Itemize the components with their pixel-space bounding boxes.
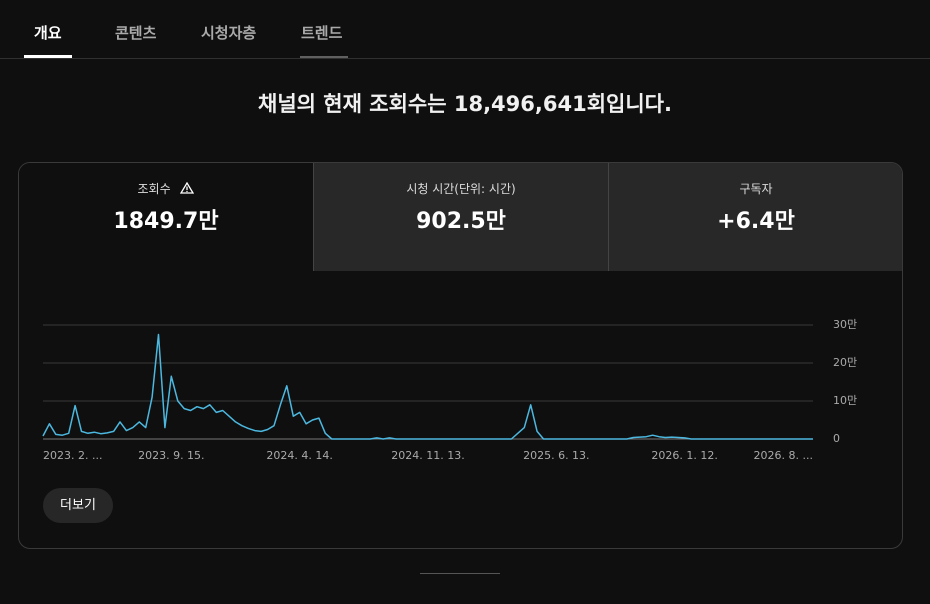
x-tick-label: 2026. 8. ... bbox=[754, 449, 813, 462]
stat-label: 조회수 bbox=[137, 182, 171, 196]
y-tick-label: 30만 bbox=[833, 318, 857, 331]
tab[interactable]: 트렌드 bbox=[301, 24, 343, 42]
stat-label: 시청 시간(단위: 시간) bbox=[406, 182, 516, 196]
chart: 0 10만 20만 30만 2023. 2. ... 2023. 9. 15. 2024. … bbox=[42, 318, 857, 462]
stat-tab[interactable]: 조회수 1849.7만 bbox=[19, 163, 313, 271]
divider bbox=[0, 58, 930, 59]
tab-underline bbox=[300, 56, 348, 58]
x-tick-label: 2024. 4. 14. bbox=[266, 449, 332, 462]
data-line bbox=[42, 333, 813, 440]
stat-label: 구독자 bbox=[739, 182, 773, 196]
warning-icon bbox=[180, 181, 195, 194]
stat-tab[interactable]: 시청 시간(단위: 시간) 902.5만 bbox=[313, 163, 608, 271]
analytics-card: 조회수 1849.7만 시청 시간(단위: 시간) 902.5만 구독자 +6.… bbox=[18, 162, 903, 549]
x-tick-label: 2023. 9. 15. bbox=[138, 449, 204, 462]
stat-value: +6.4만 bbox=[717, 209, 795, 234]
tab[interactable]: 콘텐츠 bbox=[115, 24, 157, 42]
y-tick-label: 0 bbox=[833, 432, 840, 445]
x-tick-label: 2024. 11. 13. bbox=[391, 449, 464, 462]
stat-value: 902.5만 bbox=[416, 209, 506, 234]
more-button[interactable]: 더보기 bbox=[43, 488, 113, 523]
tab[interactable]: 시청자층 bbox=[201, 24, 257, 42]
x-tick-label: 2023. 2. ... bbox=[43, 449, 102, 462]
tab-underline bbox=[24, 55, 72, 58]
tab[interactable]: 개요 bbox=[34, 24, 62, 42]
stat-value: 1849.7만 bbox=[113, 209, 219, 234]
y-tick-label: 10만 bbox=[833, 394, 857, 407]
stat-tab[interactable]: 구독자 +6.4만 bbox=[608, 163, 902, 271]
stat-label-row: 조회수 bbox=[19, 180, 313, 197]
x-tick-label: 2025. 6. 13. bbox=[523, 449, 589, 462]
headline: 채널의 현재 조회수는 18,496,641회입니다. bbox=[258, 92, 672, 116]
scroll-indicator bbox=[420, 573, 500, 574]
x-tick-label: 2026. 1. 12. bbox=[651, 449, 717, 462]
y-tick-label: 20만 bbox=[833, 356, 857, 369]
